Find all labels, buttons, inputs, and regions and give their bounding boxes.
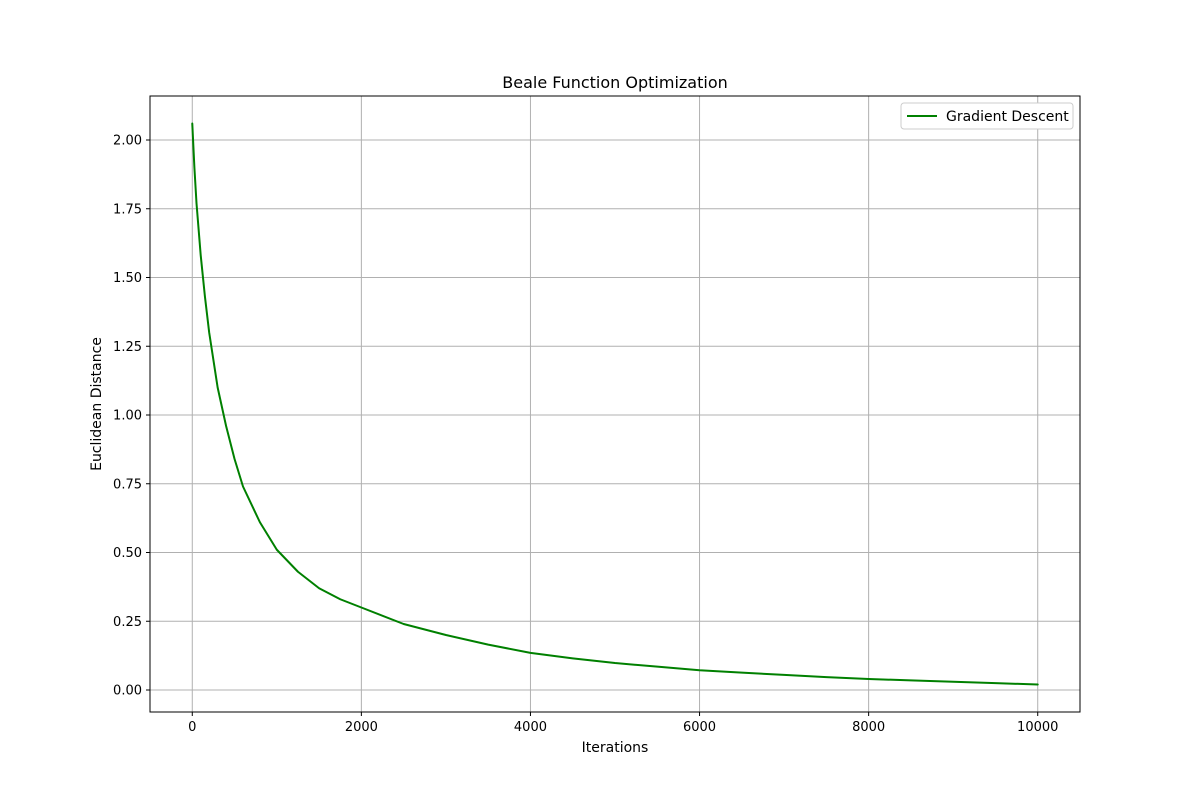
- series-line-gradient-descent: [191, 122, 1039, 686]
- grid: [150, 96, 1080, 712]
- plot-area-background: [150, 96, 1080, 712]
- y-tick-label: 0.25: [113, 615, 142, 630]
- y-tick-label: 1.50: [113, 271, 142, 286]
- y-tick-label: 1.00: [113, 409, 142, 424]
- legend: Gradient Descent: [900, 102, 1074, 130]
- series-layer: [191, 122, 1039, 686]
- x-tick-label: 6000: [683, 720, 716, 735]
- x-tick-label: 4000: [514, 720, 547, 735]
- x-axis: 0 2000 4000 6000 8000 10000: [188, 712, 1058, 735]
- plot-frame: [149, 95, 1081, 713]
- y-axis-label: Euclidean Distance: [89, 337, 105, 471]
- y-tick-label: 2.00: [113, 134, 142, 149]
- y-tick-label: 0.50: [113, 546, 142, 561]
- y-tick-label: 0.75: [113, 477, 142, 492]
- chart-title: Beale Function Optimization: [502, 73, 728, 92]
- x-axis-label: Iterations: [582, 740, 649, 756]
- legend-label: Gradient Descent: [946, 109, 1069, 125]
- y-tick-label: 0.00: [113, 684, 142, 699]
- y-axis: 0.00 0.25 0.50 0.75 1.00 1.25 1.50 1.75 2.00: [113, 134, 150, 699]
- x-tick-label: 0: [188, 720, 196, 735]
- x-tick-label: 2000: [345, 720, 378, 735]
- x-tick-label: 8000: [852, 720, 885, 735]
- x-tick-label: 10000: [1017, 720, 1058, 735]
- y-tick-label: 1.75: [113, 202, 142, 217]
- legend-box: [900, 102, 1074, 130]
- y-tick-label: 1.25: [113, 340, 142, 355]
